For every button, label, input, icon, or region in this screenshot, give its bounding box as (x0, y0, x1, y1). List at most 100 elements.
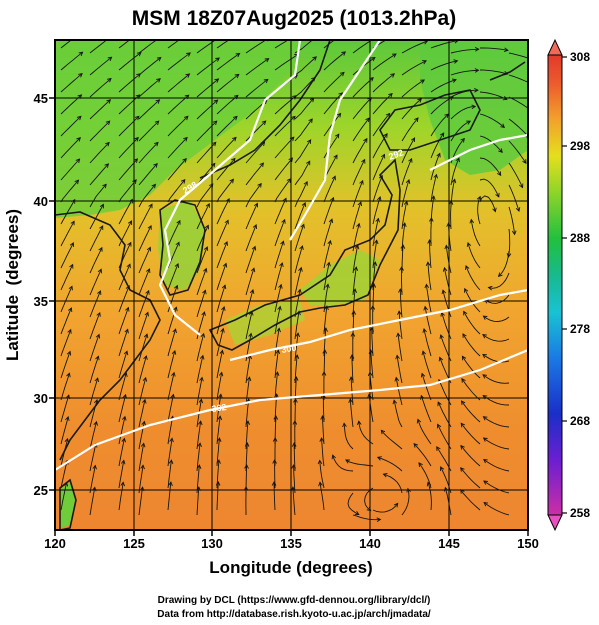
streamline-arrow (105, 141, 110, 147)
streamline (138, 465, 144, 494)
streamline (167, 416, 174, 445)
streamline (167, 179, 186, 203)
streamline (216, 438, 220, 467)
streamline (461, 400, 481, 423)
streamline-arrow (301, 202, 307, 207)
streamline-arrow (376, 517, 382, 522)
streamline-arrow (482, 395, 488, 400)
streamline-arrow (99, 225, 104, 231)
streamline (138, 40, 158, 54)
streamline (477, 196, 481, 225)
colorbar-tick-label: 268 (570, 414, 590, 428)
streamline-arrow (68, 307, 73, 313)
streamline-arrow (317, 459, 323, 465)
streamline (138, 399, 146, 428)
streamline-arrow (423, 305, 428, 311)
streamline (216, 306, 225, 335)
streamline (450, 200, 452, 230)
streamline (369, 372, 374, 401)
streamline-arrow (326, 261, 331, 267)
streamline-arrow (215, 481, 221, 486)
streamline (196, 421, 202, 450)
streamline-arrow (218, 371, 224, 377)
streamline (245, 162, 264, 186)
streamline (294, 245, 303, 274)
streamline-arrow (426, 481, 432, 487)
streamline-arrow (264, 58, 270, 63)
streamline (89, 421, 97, 450)
streamline (196, 203, 210, 230)
streamline-arrow (138, 31, 142, 35)
colorbar-tick-label: 258 (570, 506, 590, 520)
streamline-arrow (306, 139, 312, 144)
streamline-arrow (180, 178, 186, 184)
streamline (430, 40, 459, 49)
streamline-arrow (308, 118, 313, 124)
streamline (245, 79, 269, 98)
streamline (167, 73, 190, 93)
streamline-arrow (97, 268, 102, 274)
streamline (196, 377, 203, 406)
streamline (60, 115, 82, 137)
streamline (483, 416, 510, 428)
streamline-arrow (277, 305, 282, 311)
streamline (370, 350, 374, 379)
streamline (430, 217, 432, 247)
streamline-arrow (367, 371, 373, 377)
streamline-arrow (482, 416, 488, 421)
streamline (294, 333, 299, 362)
streamline-arrow (95, 333, 101, 339)
streamline (462, 333, 481, 357)
y-tick-label: 45 (34, 91, 48, 106)
streamline-arrow (399, 266, 404, 271)
streamline (89, 142, 110, 164)
streamline-arrow (482, 353, 487, 359)
streamline-arrow (502, 96, 508, 101)
streamline (322, 393, 325, 423)
streamline (60, 286, 73, 313)
streamline-arrow (221, 305, 226, 311)
streamline (401, 201, 408, 230)
streamline (294, 56, 317, 76)
streamline-arrow (65, 394, 71, 400)
y-tick-label: 30 (34, 391, 48, 406)
streamline (118, 460, 125, 489)
streamline (138, 487, 144, 516)
streamline (401, 79, 425, 98)
streamline (196, 290, 206, 318)
streamline-arrow (295, 34, 299, 37)
streamline (425, 284, 432, 313)
streamline-arrow (460, 422, 466, 428)
streamline-arrow (422, 327, 427, 333)
streamline-arrow (257, 182, 262, 188)
streamline (444, 487, 452, 516)
streamline-arrow (213, 99, 219, 104)
streamline (274, 178, 291, 203)
streamline (60, 199, 76, 225)
streamline (323, 197, 334, 225)
streamline (352, 97, 372, 120)
streamline-arrow (69, 242, 74, 247)
streamline-arrow (461, 377, 466, 383)
streamline-arrow (311, 76, 316, 82)
streamline-arrow (107, 77, 112, 83)
streamline-arrow (291, 464, 296, 469)
streamline (196, 268, 207, 296)
streamline-arrow (424, 283, 430, 289)
streamline-arrow (249, 288, 255, 294)
streamline-arrow (286, 178, 292, 183)
streamline-arrow (453, 59, 459, 64)
credit-data: Data from http://database.rish.kyoto-u.a… (157, 609, 431, 620)
streamline-arrow (496, 171, 502, 177)
streamline-arrow (140, 442, 146, 448)
streamline-arrow (418, 462, 423, 467)
streamline (89, 40, 108, 54)
streamline (479, 157, 502, 176)
streamline-arrow (176, 219, 181, 225)
streamlines (60, 31, 528, 522)
streamline (372, 154, 385, 181)
y-tick-label: 35 (34, 294, 48, 309)
streamline (420, 395, 432, 423)
streamline-arrow (182, 157, 187, 163)
streamline-arrow (93, 398, 99, 404)
